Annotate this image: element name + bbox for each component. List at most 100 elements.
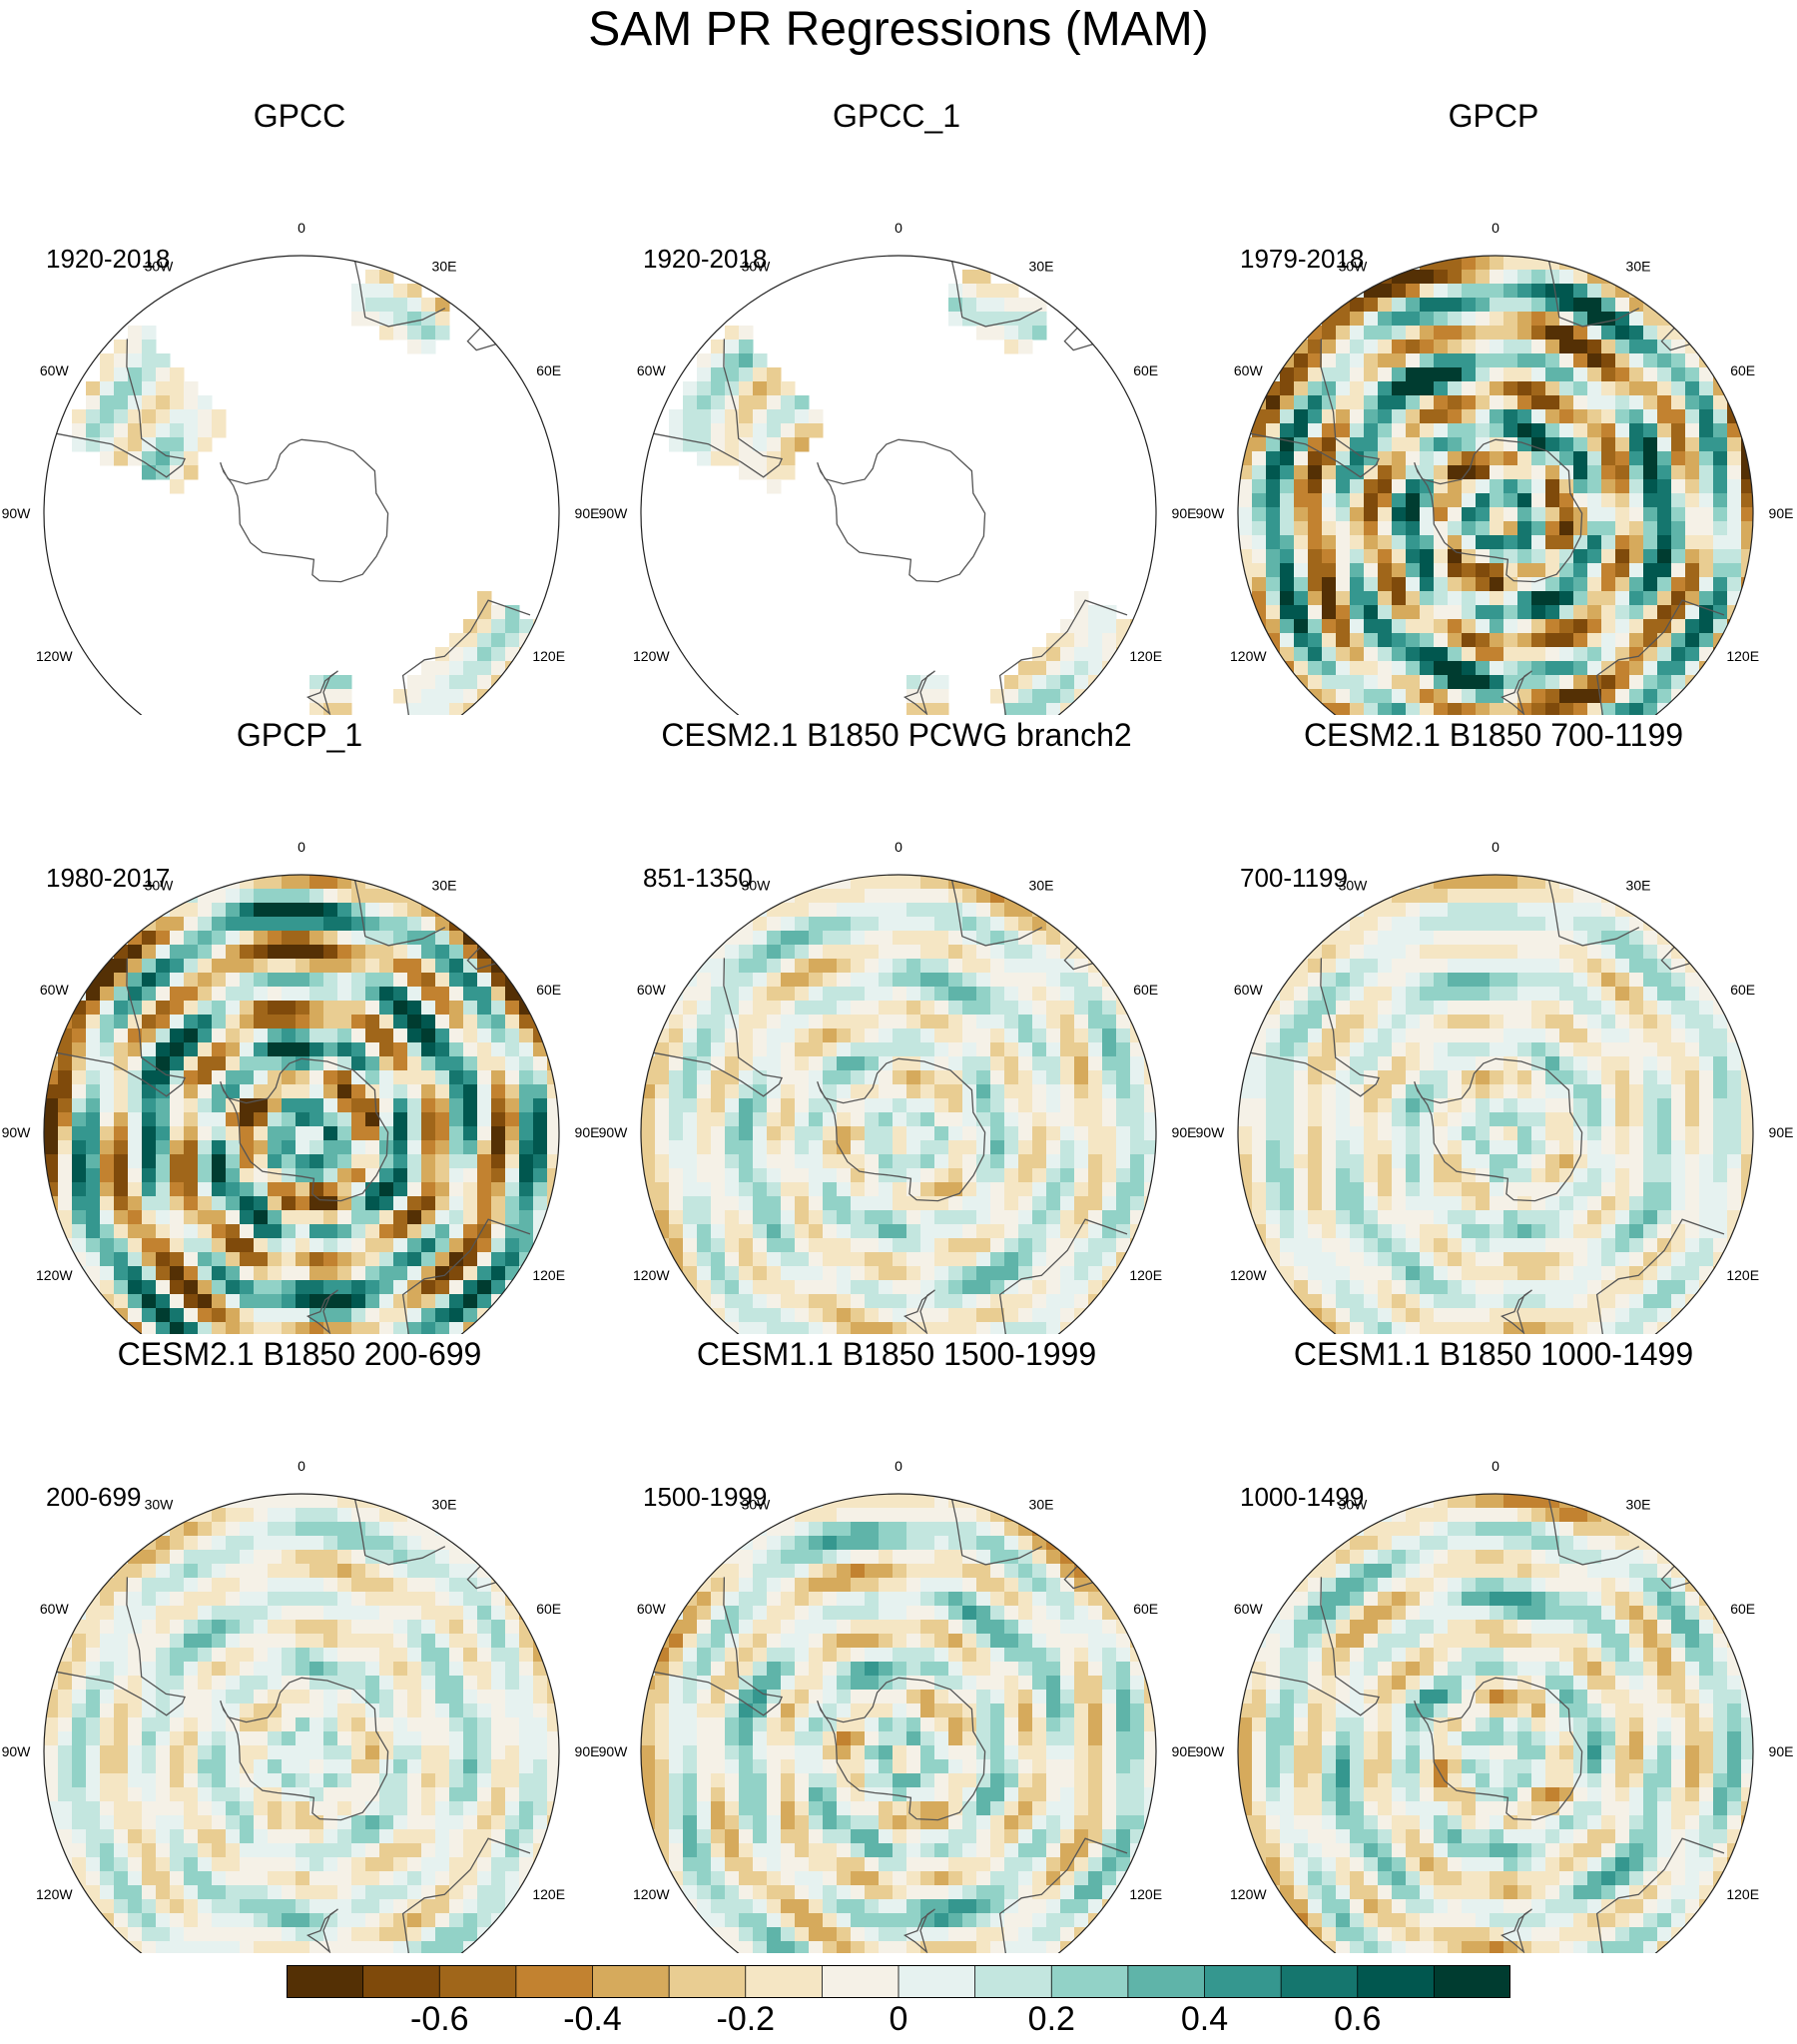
field-cell — [1350, 1294, 1365, 1309]
panel-title: GPCC_1 — [832, 98, 961, 134]
field-cell — [1378, 973, 1393, 988]
field-cell — [1004, 917, 1019, 932]
field-cell — [365, 1322, 380, 1334]
field-cell — [1060, 1042, 1075, 1057]
field-cell — [533, 1140, 548, 1155]
field-cell — [1252, 535, 1267, 550]
field-cell — [1018, 1294, 1033, 1309]
field-cell — [1350, 633, 1365, 648]
field-cell — [990, 1294, 1005, 1309]
field-cell — [1643, 675, 1658, 690]
field-cell — [1434, 889, 1449, 904]
field-cell — [1490, 973, 1504, 988]
field-cell — [1004, 1112, 1019, 1127]
field-cell — [697, 1001, 712, 1016]
field-cell — [296, 917, 310, 932]
field-cell — [906, 1154, 921, 1169]
field-cell — [1032, 987, 1047, 1002]
field-cell — [1420, 973, 1435, 988]
field-cell — [725, 1224, 740, 1239]
field-cell — [393, 284, 408, 299]
field-cell — [1060, 1015, 1075, 1029]
field-cell — [1060, 1028, 1075, 1043]
field-cell — [976, 1322, 991, 1334]
field-cell — [365, 1168, 380, 1183]
field-cell — [435, 1210, 450, 1225]
field-cell — [934, 1224, 949, 1239]
field-cell — [1601, 647, 1616, 662]
field-cell — [1018, 1112, 1033, 1127]
panel-title: CESM2.1 B1850 PCWG branch2 — [661, 717, 1132, 753]
field-cell — [1462, 1308, 1477, 1323]
field-cell — [421, 1070, 436, 1085]
field-cell — [934, 931, 949, 946]
field-cell — [1545, 1056, 1560, 1071]
field-cell — [1102, 1196, 1117, 1211]
field-cell — [1587, 284, 1602, 299]
field-cell — [1727, 465, 1742, 480]
field-cell — [781, 1070, 796, 1085]
field-cell — [407, 1252, 422, 1267]
field-cell — [491, 1126, 506, 1141]
field-cell — [128, 1112, 143, 1127]
field-cell — [1322, 973, 1337, 988]
field-cell — [1629, 1098, 1644, 1113]
field-cell — [1420, 1168, 1435, 1183]
field-cell — [282, 1294, 297, 1309]
field-cell — [1685, 1182, 1700, 1197]
field-cell — [170, 1070, 185, 1085]
field-cell — [1392, 1168, 1407, 1183]
field-cell — [477, 1224, 492, 1239]
field-cell — [1448, 1182, 1463, 1197]
field-cell — [1699, 605, 1714, 620]
field-cell — [809, 1098, 824, 1113]
field-cell — [962, 1042, 977, 1057]
field-cell — [1252, 493, 1267, 508]
field-cell — [711, 1098, 726, 1113]
field-cell — [1322, 409, 1337, 424]
field-cell — [1144, 1224, 1156, 1239]
field-cell — [725, 1056, 740, 1071]
field-cell — [1350, 312, 1365, 327]
field-cell — [1671, 577, 1686, 592]
field-cell — [1490, 1210, 1504, 1225]
field-cell — [142, 423, 157, 438]
field-cell — [268, 973, 283, 988]
field-cell — [1130, 1224, 1145, 1239]
field-cell — [1685, 647, 1700, 662]
field-cell — [781, 437, 796, 452]
field-cell — [1713, 1098, 1728, 1113]
field-cell — [1741, 605, 1753, 620]
field-cell — [1657, 1252, 1672, 1267]
field-cell — [477, 1112, 492, 1127]
field-cell — [1406, 1098, 1421, 1113]
field-cell — [1130, 1070, 1145, 1085]
field-cell — [1503, 647, 1518, 662]
field-cell — [435, 1280, 450, 1295]
field-cell — [1462, 703, 1477, 715]
field-cell — [1364, 395, 1379, 410]
field-cell — [407, 1042, 422, 1057]
field-cell — [1116, 1182, 1131, 1197]
field-cell — [100, 1126, 115, 1141]
field-cell — [1088, 1294, 1103, 1309]
field-cell — [1406, 689, 1421, 704]
field-cell — [519, 647, 534, 662]
field-cell — [1392, 1084, 1407, 1099]
field-cell — [1490, 409, 1504, 424]
field-cell — [1490, 1140, 1504, 1155]
field-cell — [990, 1280, 1005, 1295]
field-cell — [1545, 591, 1560, 606]
field-cell — [58, 1252, 73, 1267]
field-cell — [128, 1098, 143, 1113]
field-cell — [1336, 591, 1351, 606]
field-cell — [1587, 1084, 1602, 1099]
field-cell — [837, 1084, 852, 1099]
field-cell — [809, 1140, 824, 1155]
field-cell — [1294, 633, 1309, 648]
field-cell — [1060, 1322, 1075, 1334]
field-cell — [463, 1168, 478, 1183]
field-cell — [240, 1266, 255, 1281]
field-cell — [1587, 619, 1602, 634]
field-cell — [1392, 689, 1407, 704]
